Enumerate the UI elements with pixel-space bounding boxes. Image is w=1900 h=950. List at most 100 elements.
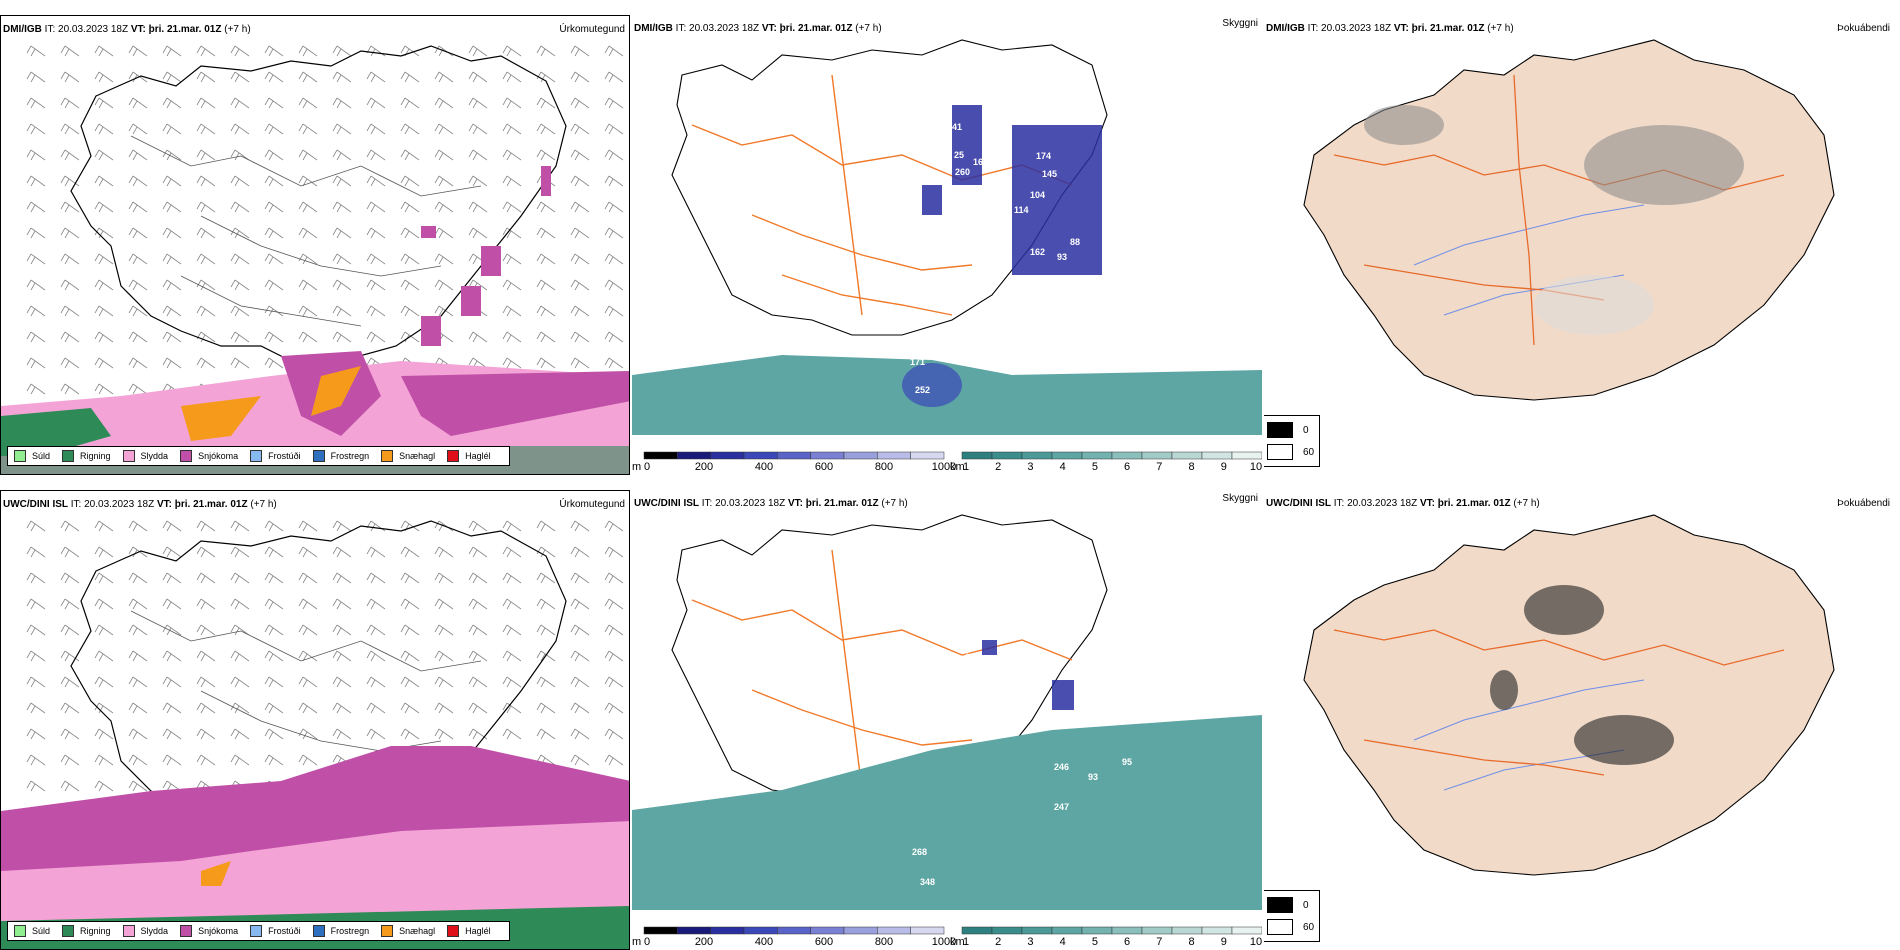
- legend-label: Frostúði: [268, 451, 301, 461]
- wind-barb: [400, 201, 420, 213]
- wind-barb: [604, 331, 624, 343]
- wind-barb: [570, 598, 590, 610]
- vt-label: VT:: [1419, 498, 1435, 509]
- wind-barb: [366, 676, 386, 688]
- wind-barb: [264, 598, 284, 610]
- wind-barb: [128, 357, 148, 369]
- ceiling-tick: 0: [644, 936, 650, 948]
- wind-barb: [434, 227, 454, 239]
- cloud-legend-swatch: [1267, 919, 1293, 935]
- wind-barb: [128, 650, 148, 662]
- wind-barb: [94, 279, 114, 291]
- wind-barb: [604, 71, 624, 83]
- wind-barb: [468, 676, 488, 688]
- legend-label: Súld: [32, 926, 51, 936]
- it-label: IT:: [70, 499, 82, 510]
- ceiling-tick: 200: [695, 461, 713, 473]
- legend-item: Snjókoma: [180, 925, 238, 937]
- wind-barb: [94, 149, 114, 161]
- precip-map-row2: [1, 520, 629, 949]
- wind-barb: [60, 650, 80, 662]
- wind-barb: [128, 624, 148, 636]
- wind-barb: [468, 520, 488, 532]
- visibility-tick: 9: [1221, 936, 1227, 948]
- visibility-swatch: [1201, 451, 1233, 460]
- wind-barb: [434, 305, 454, 317]
- visibility-swatch: [1111, 451, 1143, 460]
- wind-barb: [332, 227, 352, 239]
- wind-barb: [60, 97, 80, 109]
- wind-barb: [502, 201, 522, 213]
- wind-barb: [264, 253, 284, 265]
- wind-barb: [468, 97, 488, 109]
- wind-barb: [60, 676, 80, 688]
- wind-barb: [536, 305, 556, 317]
- wind-barb: [162, 676, 182, 688]
- visibility-tick: 4: [1060, 461, 1066, 473]
- wind-barb: [264, 305, 284, 317]
- wind-barb: [264, 624, 284, 636]
- wind-barb: [434, 175, 454, 187]
- wind-barb: [196, 123, 216, 135]
- wind-barb: [298, 650, 318, 662]
- legend-item: Snæhagl: [381, 450, 435, 462]
- wind-barb: [162, 45, 182, 57]
- value-label: 139: [980, 707, 995, 717]
- wind-barb: [128, 383, 148, 395]
- fog-panel-row2: UWC/DINI ISL IT: 20.03.2023 18Z VT: þri.…: [1264, 490, 1894, 950]
- wind-barb: [230, 201, 250, 213]
- wind-barb: [468, 175, 488, 187]
- cloud-legend-row: 0: [1267, 897, 1319, 913]
- wind-barb: [570, 149, 590, 161]
- wind-barb: [332, 676, 352, 688]
- wind-barb: [502, 97, 522, 109]
- wind-barb: [94, 123, 114, 135]
- wind-barb: [604, 201, 624, 213]
- wind-barb: [298, 754, 318, 766]
- wind-barb: [128, 305, 148, 317]
- legend-item: Súld: [14, 450, 50, 462]
- wind-barb: [434, 676, 454, 688]
- wind-barb: [332, 624, 352, 636]
- iceland-coastline: [70, 520, 567, 837]
- wind-barb: [26, 780, 46, 792]
- wind-barb: [298, 123, 318, 135]
- wind-barb: [570, 201, 590, 213]
- value-label: 246: [1054, 762, 1069, 772]
- wind-barb: [570, 357, 590, 369]
- orange-patch: [201, 861, 231, 886]
- wind-barb: [604, 598, 624, 610]
- wind-barb: [570, 45, 590, 57]
- wind-barb: [434, 728, 454, 740]
- wind-barb: [128, 331, 148, 343]
- wind-barb: [468, 331, 488, 343]
- wind-barb: [502, 331, 522, 343]
- visibility-swatch: [1171, 451, 1203, 460]
- wind-barb: [94, 546, 114, 558]
- wind-barb: [366, 227, 386, 239]
- wind-barb: [536, 650, 556, 662]
- visibility-swatch: [1231, 926, 1262, 935]
- wind-barb: [536, 97, 556, 109]
- visibility-tick: 3: [1027, 936, 1033, 948]
- wind-barb: [400, 279, 420, 291]
- wind-barb: [26, 676, 46, 688]
- value-label: 171: [910, 357, 925, 367]
- wind-barb: [604, 45, 624, 57]
- wind-barb: [400, 702, 420, 714]
- wind-barb: [570, 520, 590, 532]
- wind-barb: [264, 149, 284, 161]
- wind-barb: [60, 175, 80, 187]
- it-value: 20.03.2023 18Z: [84, 499, 155, 510]
- vt-value: þri. 21.mar. 01Z: [1411, 23, 1485, 34]
- wind-barb: [570, 702, 590, 714]
- legend-swatch: [122, 925, 135, 937]
- wind-barb: [196, 71, 216, 83]
- visibility-swatch: [1021, 926, 1053, 935]
- wind-barb: [536, 71, 556, 83]
- it-value: 20.03.2023 18Z: [1347, 498, 1418, 509]
- visibility-swatch: [961, 926, 993, 935]
- panel-header: DMI/IGB IT: 20.03.2023 18Z VT: þri. 21.m…: [3, 24, 251, 35]
